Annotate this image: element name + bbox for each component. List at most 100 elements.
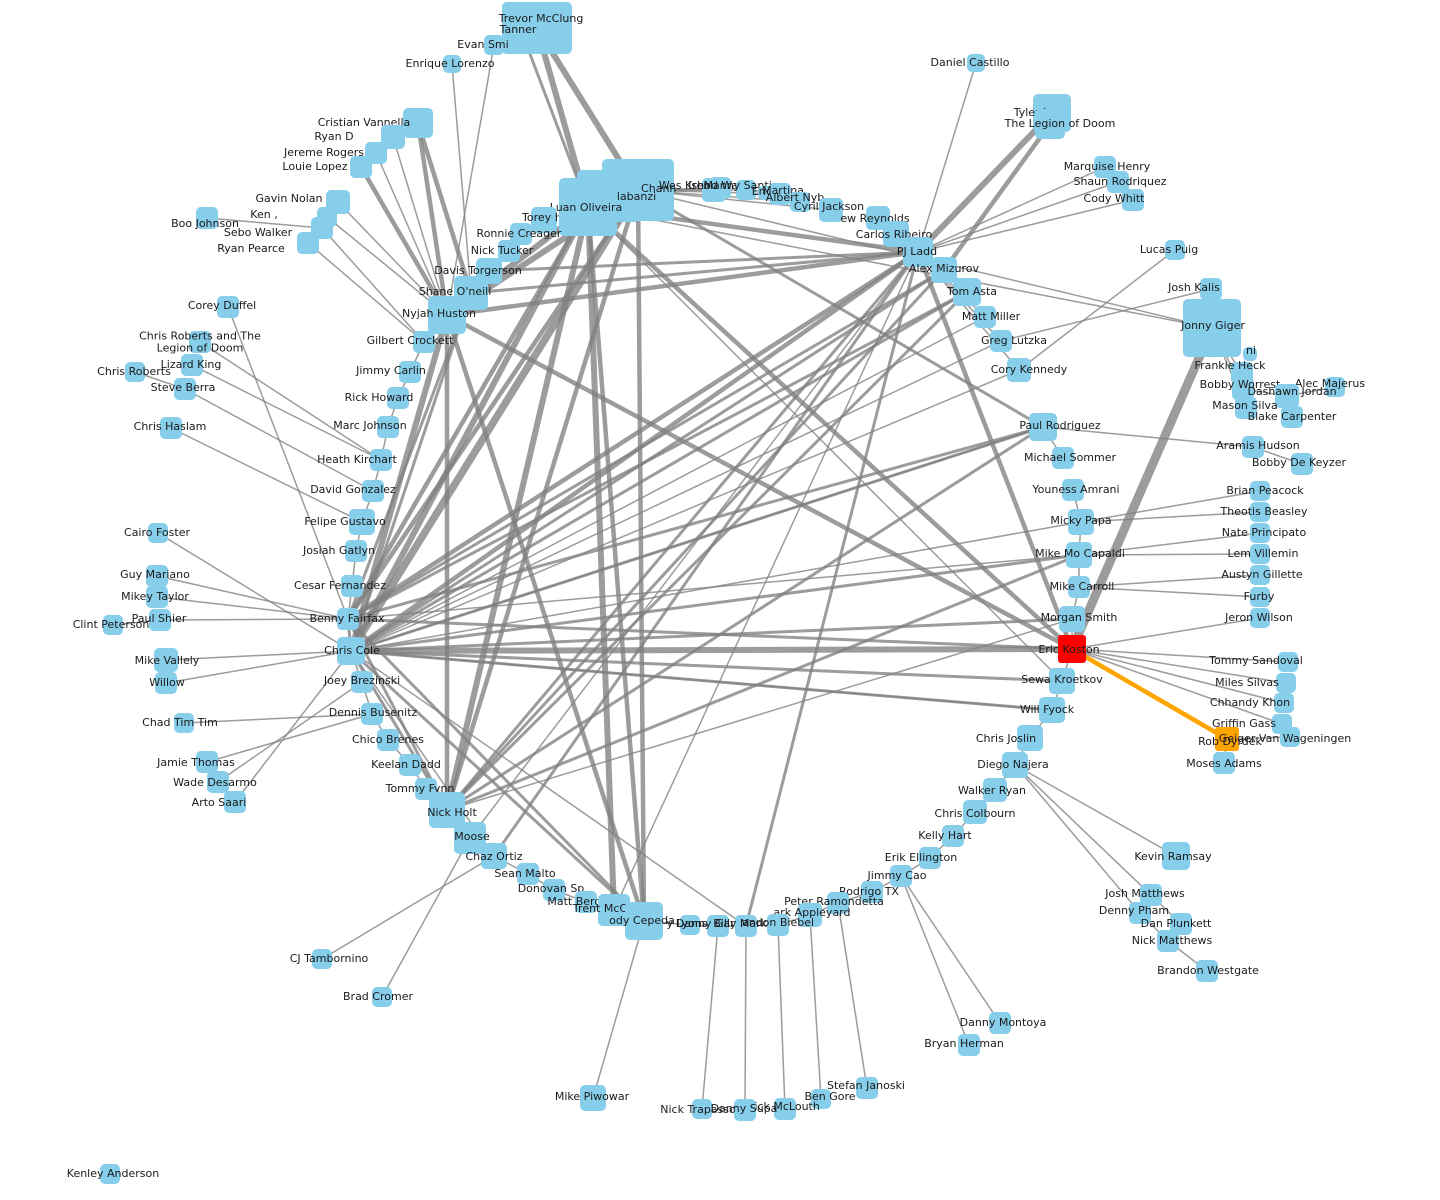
graph-node-chris-roberts[interactable] <box>125 362 145 382</box>
graph-node-chad-tim-tim[interactable] <box>174 713 194 733</box>
graph-node-geiger-van-wageningen[interactable] <box>1280 727 1300 747</box>
graph-node-steve-berra[interactable] <box>174 378 196 400</box>
graph-node-mikey-taylor[interactable] <box>146 586 168 608</box>
graph-node-josiah-gatlyn[interactable] <box>345 540 367 562</box>
graph-node-mike-vallely[interactable] <box>154 648 178 672</box>
graph-node-kenley-anderson[interactable] <box>100 1164 120 1184</box>
graph-node-david-gonzalez[interactable] <box>362 480 384 502</box>
graph-node-corey-duffel[interactable] <box>217 296 239 318</box>
graph-node-erik-ellington[interactable] <box>919 847 941 869</box>
graph-node-nick-mclouth[interactable] <box>774 1098 796 1120</box>
graph-node-nyjah-huston[interactable] <box>428 296 466 334</box>
graph-node-theotis-beasley[interactable] <box>1250 502 1270 522</box>
graph-node-austyn-gillette[interactable] <box>1250 565 1270 585</box>
graph-node-cody-whitt[interactable] <box>1122 189 1144 211</box>
graph-node-cristian-vannella[interactable] <box>403 108 433 138</box>
graph-node-chris-haslam[interactable] <box>160 417 182 439</box>
graph-node-gilbert-crockett[interactable] <box>413 331 435 353</box>
graph-node-chris-roberts-legion[interactable] <box>189 331 211 353</box>
graph-node-chhandy-khon[interactable] <box>1274 693 1294 713</box>
graph-node-stefan-janoski[interactable] <box>856 1077 878 1099</box>
graph-node-sewa-kroetkov[interactable] <box>1049 668 1075 694</box>
graph-node-moses-adams[interactable] <box>1213 752 1235 774</box>
graph-node-louie-lopez[interactable] <box>350 156 372 178</box>
graph-node-rob-dyrdek[interactable] <box>1215 727 1239 751</box>
graph-node-cj-tambornino[interactable] <box>312 949 332 969</box>
graph-node-mason-silva[interactable] <box>1235 397 1257 419</box>
graph-node-rodrigo-tx[interactable] <box>861 881 883 903</box>
graph-node-enrique-lorenzo[interactable] <box>443 55 461 73</box>
graph-node-dashawn-jordan[interactable] <box>1275 384 1299 408</box>
graph-node-michael-sommer[interactable] <box>1052 447 1074 469</box>
graph-node-boo-johnson[interactable] <box>196 207 218 229</box>
graph-node-arto-saari[interactable] <box>224 791 246 813</box>
graph-node-nick-matthews[interactable] <box>1157 930 1179 952</box>
graph-node-shaun-rodriquez[interactable] <box>1107 171 1129 193</box>
graph-node-wade-desarmo[interactable] <box>207 771 229 793</box>
graph-node-cairo-foster[interactable] <box>148 523 168 543</box>
graph-node-walker-ryan[interactable] <box>983 778 1007 802</box>
graph-node-ni[interactable] <box>1243 347 1257 361</box>
graph-node-martina[interactable] <box>769 183 791 205</box>
graph-node-rick-howard[interactable] <box>387 387 409 409</box>
graph-node-blake-carpenter[interactable] <box>1281 406 1303 428</box>
graph-node-chaz-ortiz[interactable] <box>481 843 507 869</box>
graph-node-luan-oliveira[interactable] <box>559 178 617 236</box>
graph-node-aramis-hudson[interactable] <box>1242 436 1264 458</box>
graph-node-eric-m[interactable] <box>758 186 772 200</box>
graph-node-legion-of-doom[interactable] <box>1035 109 1065 139</box>
graph-node-ishod-wair[interactable] <box>709 177 731 199</box>
graph-node-josh-matthews[interactable] <box>1140 884 1162 906</box>
graph-node-moose[interactable] <box>454 822 486 854</box>
graph-node-matt-berger[interactable] <box>575 891 597 913</box>
graph-node-kelly-hart[interactable] <box>942 825 964 847</box>
graph-node-miles-silvas[interactable] <box>1276 673 1296 693</box>
graph-node-bobby-worrest[interactable] <box>1232 378 1254 400</box>
graph-node-morgan-smith[interactable] <box>1059 606 1085 632</box>
graph-node-tanner[interactable] <box>513 24 531 42</box>
graph-node-lem-villemin[interactable] <box>1250 544 1270 564</box>
graph-node-heath-kirchart[interactable] <box>370 449 392 471</box>
graph-node-trent-mcclung[interactable] <box>598 894 630 926</box>
graph-node-mike-carroll[interactable] <box>1068 576 1090 598</box>
graph-node-youness-amrani[interactable] <box>1062 479 1084 501</box>
graph-node-mike-piwowar[interactable] <box>580 1085 606 1111</box>
graph-node-willow[interactable] <box>155 672 177 694</box>
graph-node-clint-peterson[interactable] <box>103 615 123 635</box>
graph-node-nate-principato[interactable] <box>1250 523 1270 543</box>
graph-node-danny-supa[interactable] <box>734 1099 756 1121</box>
graph-node-brad-cromer[interactable] <box>372 987 392 1007</box>
graph-node-chris-colbourn[interactable] <box>963 800 987 824</box>
graph-node-alex-mizurov[interactable] <box>931 257 957 283</box>
graph-node-paul-rodriguez[interactable] <box>1029 413 1057 441</box>
graph-node-alec-majerus[interactable] <box>1325 377 1345 397</box>
graph-node-jonny-giger[interactable] <box>1183 299 1241 357</box>
graph-node-keelan-dadd[interactable] <box>399 754 421 776</box>
graph-node-will-fyock[interactable] <box>1039 697 1065 723</box>
graph-node-felipe-gustavo[interactable] <box>349 509 375 535</box>
graph-node-mike-mo-capaldi[interactable] <box>1066 542 1092 568</box>
graph-node-torey-l[interactable] <box>531 207 557 233</box>
graph-node-nick-tucker[interactable] <box>498 240 520 262</box>
graph-node-lizard-king[interactable] <box>181 354 203 376</box>
graph-node-kevin-ramsay[interactable] <box>1162 842 1190 870</box>
graph-node-dan-plunkett[interactable] <box>1170 913 1192 935</box>
graph-node-chico-brenes[interactable] <box>377 729 399 751</box>
graph-node-joey-brezinski[interactable] <box>351 671 373 693</box>
graph-node-jeron-wilson[interactable] <box>1250 608 1270 628</box>
graph-node-micky-papa[interactable] <box>1068 509 1094 535</box>
graph-node-chris-cole[interactable] <box>337 637 365 665</box>
graph-node-sean-malto[interactable] <box>517 863 539 885</box>
graph-node-ben-gore[interactable] <box>811 1089 831 1109</box>
graph-node-furby[interactable] <box>1250 587 1270 607</box>
graph-node-diego-najera[interactable] <box>1002 752 1028 778</box>
graph-node-brian-peacock[interactable] <box>1250 481 1270 501</box>
graph-node-tom-asta[interactable] <box>953 278 981 306</box>
graph-node-eric-koston[interactable] <box>1058 635 1086 663</box>
graph-node-nick-trapasso[interactable] <box>692 1099 712 1119</box>
graph-node-jamie-thomas[interactable] <box>196 751 218 773</box>
graph-node-lucas-puig[interactable] <box>1165 240 1185 260</box>
graph-node-ty-lyons[interactable] <box>680 915 700 935</box>
graph-node-ronnie-creager[interactable] <box>510 223 532 245</box>
